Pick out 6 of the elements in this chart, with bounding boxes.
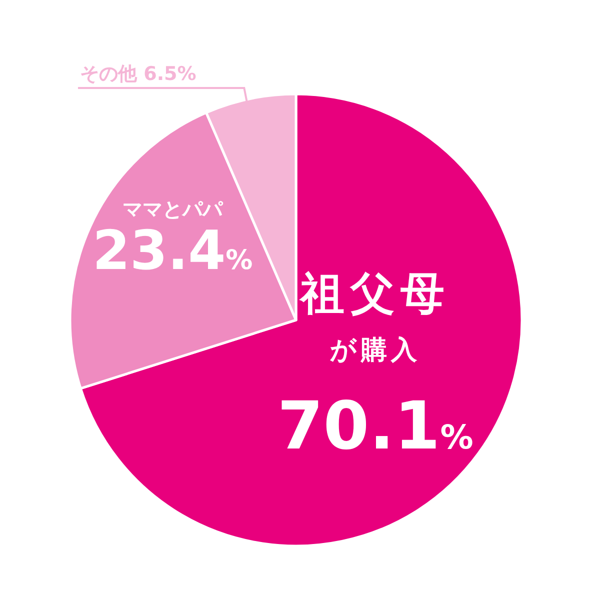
data-label: 70.1%: [277, 388, 474, 465]
slice-label: ママとパパ: [122, 196, 224, 221]
slice: ママとパパ 23.4%: [69, 111, 298, 390]
slice-label: その他 6.5%: [80, 63, 196, 85]
slice-label: 祖父母が購入: [298, 268, 450, 366]
data-label: 23.4%: [92, 218, 253, 282]
